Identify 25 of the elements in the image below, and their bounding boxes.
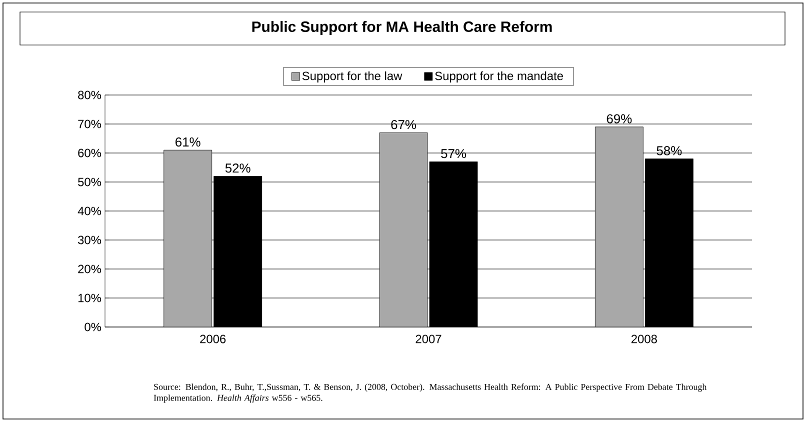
data-label: 61%: [176, 137, 200, 147]
y-tick-label: 80%: [78, 90, 102, 100]
y-tick-label: 40%: [78, 206, 102, 216]
data-label: 69%: [606, 114, 632, 124]
data-label: 67%: [391, 120, 416, 130]
data-label: 57%: [441, 149, 466, 158]
y-tick-label: 30%: [78, 236, 102, 244]
data-label: 58%: [656, 146, 682, 156]
legend-label: Support for the mandate: [435, 71, 563, 83]
y-tick-label: 0%: [84, 322, 102, 332]
x-tick-label: 2007: [416, 334, 442, 344]
y-tick-label: 10%: [78, 294, 102, 302]
source-note: Source: Blendon, R., Buhr, T.,Sussman, T. & Benson, J. (2008, October). Massachusetts Health Reform: A Public Perspective From Debate Through Implementation. Health Affairs w556 - w565.: [154, 384, 707, 403]
y-tick-label: 60%: [78, 148, 102, 158]
x-tick-label: 2006: [200, 334, 226, 344]
y-tick-label: 70%: [78, 120, 102, 128]
data-label: 52%: [225, 164, 250, 173]
y-tick-label: 20%: [78, 264, 102, 274]
y-tick-label: 50%: [78, 178, 102, 186]
bar: [594, 126, 644, 327]
legend-label: Support for the law: [302, 71, 402, 83]
chart-title: Public Support for MA Health Care Reform: [252, 21, 552, 35]
bar: [164, 150, 212, 327]
x-tick-label: 2008: [631, 334, 657, 344]
bar: [379, 132, 428, 327]
